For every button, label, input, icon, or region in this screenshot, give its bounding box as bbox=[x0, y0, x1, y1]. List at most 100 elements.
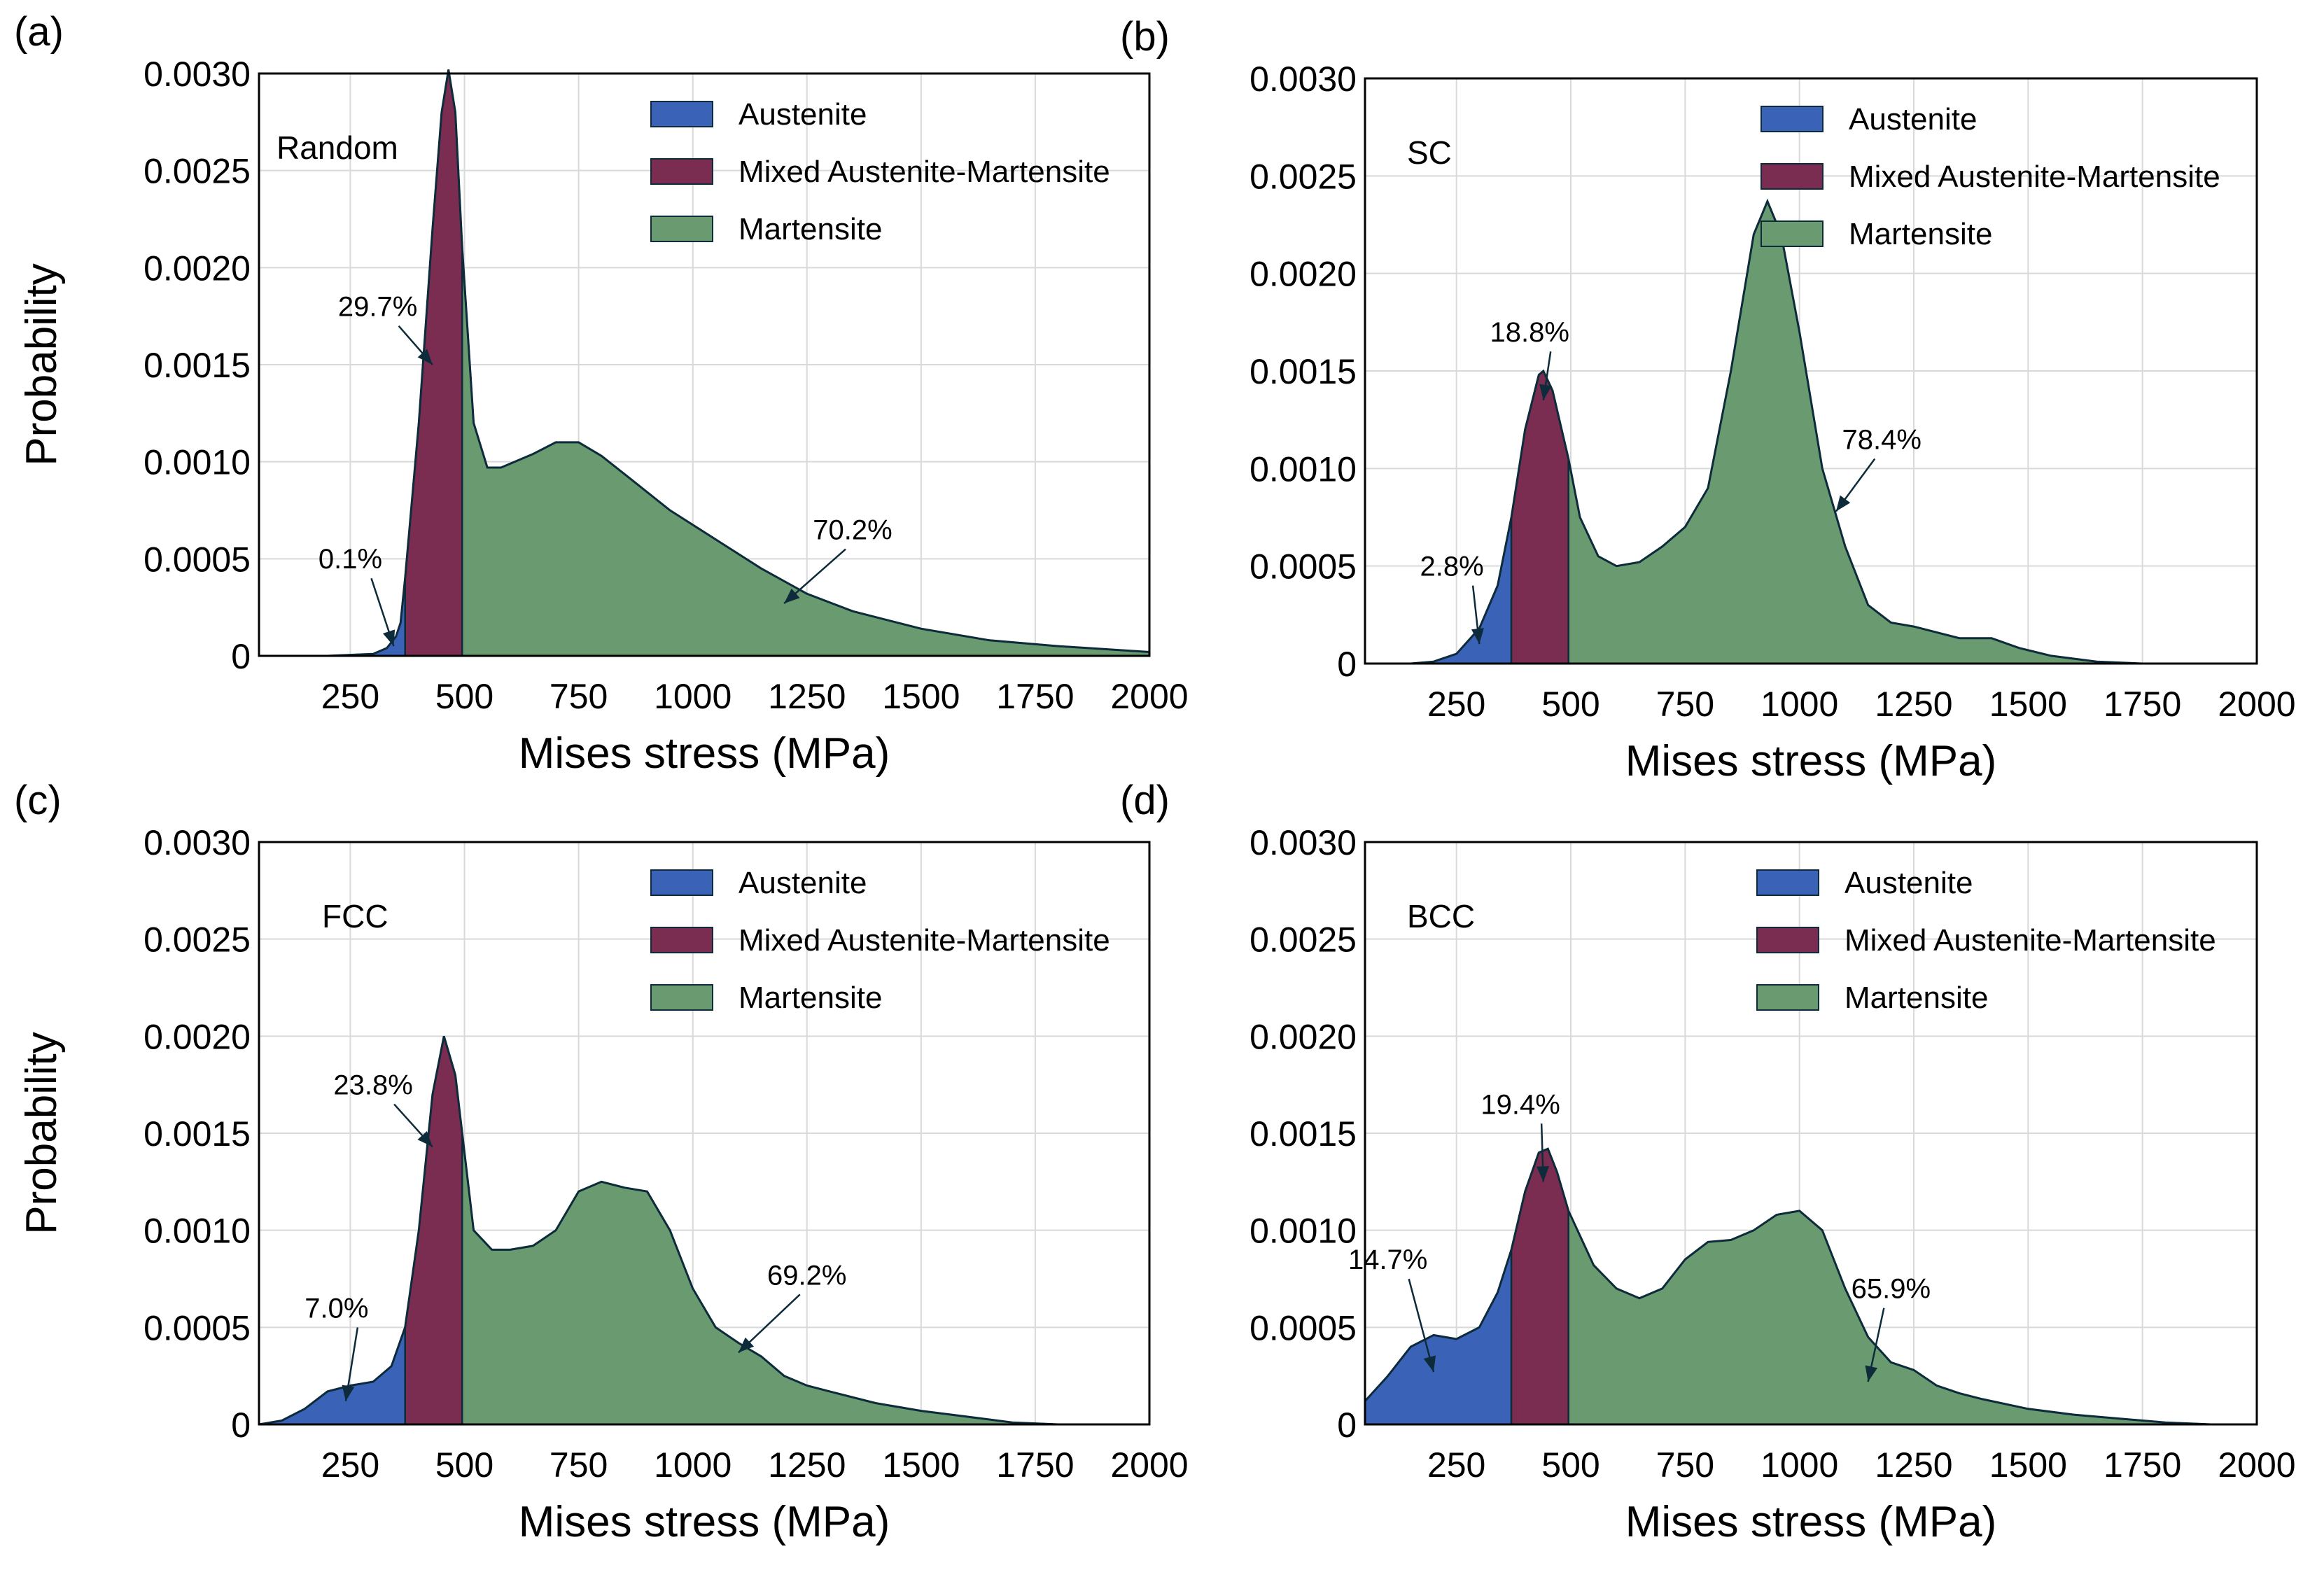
legend-swatch bbox=[1760, 106, 1823, 132]
annotation-label: 69.2% bbox=[767, 1260, 846, 1291]
x-axis-label: Mises stress (MPa) bbox=[519, 729, 890, 778]
x-tick-label: 1250 bbox=[1875, 685, 1952, 724]
annotation-arrow-head bbox=[1471, 628, 1484, 645]
y-tick-label: 0 bbox=[1337, 645, 1357, 684]
x-tick-label: 1750 bbox=[2104, 1445, 2181, 1485]
annotation-arrow-line bbox=[1408, 1278, 1435, 1373]
x-tick-label: 250 bbox=[1427, 1445, 1485, 1485]
legend-label: Austenite bbox=[738, 866, 867, 900]
panel-label: (d) bbox=[1120, 778, 1170, 823]
panel-1: 250 500 750 1000 1250 1500 1750 2000 0 0.0005 0.00… bbox=[1120, 14, 2296, 785]
distribution-curve bbox=[259, 69, 1150, 657]
annotation-arrow-head bbox=[738, 1337, 755, 1353]
panel-label: (a) bbox=[14, 9, 64, 55]
x-tick-label: 1750 bbox=[996, 1445, 1074, 1485]
x-tick-label: 500 bbox=[1541, 685, 1600, 724]
y-tick-label: 0.0030 bbox=[144, 823, 251, 862]
annotation-label: 7.0% bbox=[304, 1293, 368, 1324]
x-tick-label: 1000 bbox=[1760, 1445, 1838, 1485]
annotation-arrow-head bbox=[417, 1131, 433, 1147]
panel-label: (b) bbox=[1120, 14, 1170, 59]
x-tick-label: 750 bbox=[1656, 1445, 1714, 1485]
annotation-arrow-head bbox=[342, 1385, 355, 1401]
legend-label: Martensite bbox=[738, 981, 882, 1015]
x-tick-label: 750 bbox=[550, 677, 608, 716]
x-tick-label: 1250 bbox=[1875, 1445, 1952, 1485]
distribution-curve bbox=[1365, 198, 2257, 665]
plot-frame bbox=[1364, 77, 2258, 665]
legend-swatch bbox=[1756, 984, 1819, 1011]
legend-label: Austenite bbox=[1844, 866, 1973, 900]
y-tick-label: 0.0005 bbox=[144, 1308, 251, 1347]
x-tick-label: 1250 bbox=[768, 1445, 846, 1485]
plot-frame bbox=[258, 72, 1151, 657]
legend-swatch bbox=[1756, 869, 1819, 896]
legend-label: Mixed Austenite-Martensite bbox=[1849, 160, 2220, 194]
x-tick-label: 500 bbox=[435, 677, 493, 716]
x-tick-label: 750 bbox=[550, 1445, 608, 1485]
y-tick-label: 0.0020 bbox=[1250, 1017, 1357, 1056]
annotation-label: 23.8% bbox=[333, 1070, 412, 1101]
legend-label: Austenite bbox=[738, 97, 867, 132]
y-tick-label: 0.0020 bbox=[144, 1017, 251, 1056]
x-tick-label: 1500 bbox=[1989, 1445, 2067, 1485]
x-axis-label: Mises stress (MPa) bbox=[519, 1498, 890, 1546]
mixed-area bbox=[1510, 1147, 1569, 1426]
martensite-area bbox=[461, 248, 1151, 657]
y-axis-label: Probability bbox=[18, 263, 66, 465]
y-tick-label: 0.0005 bbox=[144, 540, 251, 579]
distribution-curve bbox=[1364, 1147, 2257, 1426]
y-tick-label: 0.0015 bbox=[1250, 1114, 1357, 1154]
annotation-label: 78.4% bbox=[1842, 424, 1921, 455]
legend-label: Martensite bbox=[1849, 217, 1992, 251]
annotation-label: 19.4% bbox=[1480, 1089, 1560, 1120]
x-tick-label: 250 bbox=[321, 1445, 379, 1485]
x-axis-label: Mises stress (MPa) bbox=[1625, 1498, 1996, 1546]
x-tick-label: 1500 bbox=[882, 1445, 960, 1485]
legend-label: Martensite bbox=[1844, 981, 1988, 1015]
legend-swatch bbox=[650, 927, 713, 953]
mixed-area bbox=[1510, 369, 1569, 665]
austenite-area bbox=[258, 1326, 406, 1426]
panel-2: 250 500 750 1000 1250 1500 1750 2000 0 0.0005 0.00… bbox=[14, 778, 1189, 1546]
plot-title: BCC bbox=[1407, 898, 1475, 934]
legend-swatch bbox=[650, 101, 713, 127]
x-tick-label: 250 bbox=[1427, 685, 1485, 724]
x-tick-label: 500 bbox=[1541, 1445, 1600, 1485]
legend-label: Mixed Austenite-Martensite bbox=[738, 155, 1110, 189]
x-tick-label: 2000 bbox=[2218, 1445, 2295, 1485]
x-tick-label: 1250 bbox=[768, 677, 846, 716]
panel-label: (c) bbox=[14, 778, 62, 823]
y-tick-label: 0.0025 bbox=[144, 920, 251, 960]
panel-0: 250 500 750 1000 1250 1500 1750 2000 0 0.0005 0.00… bbox=[14, 9, 1189, 778]
x-tick-label: 1750 bbox=[996, 677, 1074, 716]
x-tick-label: 2000 bbox=[2218, 685, 2295, 724]
legend-label: Martensite bbox=[738, 212, 882, 246]
plot-title: SC bbox=[1407, 134, 1452, 171]
y-tick-label: 0.0015 bbox=[144, 346, 251, 385]
legend-label: Mixed Austenite-Martensite bbox=[738, 923, 1110, 958]
y-axis-label: Probability bbox=[18, 1032, 66, 1234]
plot-frame bbox=[258, 841, 1151, 1426]
x-tick-label: 1000 bbox=[1760, 685, 1838, 724]
x-tick-label: 2000 bbox=[1110, 677, 1188, 716]
annotation-arrow-head bbox=[784, 588, 800, 604]
annotation-label: 70.2% bbox=[813, 515, 892, 546]
y-tick-label: 0.0015 bbox=[144, 1114, 251, 1154]
x-axis-label: Mises stress (MPa) bbox=[1625, 737, 1996, 785]
annotation-label: 14.7% bbox=[1348, 1245, 1427, 1275]
legend-swatch bbox=[1760, 163, 1823, 190]
annotation-label: 18.8% bbox=[1490, 317, 1569, 348]
y-tick-label: 0.0030 bbox=[1250, 59, 1357, 99]
annotation-arrow-head bbox=[1536, 1166, 1550, 1182]
martensite-area bbox=[1567, 1210, 2257, 1426]
plot-title: FCC bbox=[322, 898, 388, 934]
y-tick-label: 0.0010 bbox=[1250, 449, 1357, 489]
x-tick-label: 500 bbox=[435, 1445, 493, 1485]
legend-swatch bbox=[650, 158, 713, 185]
x-tick-label: 1500 bbox=[1989, 685, 2067, 724]
annotation-label: 0.1% bbox=[318, 544, 382, 575]
annotation-arrow-head bbox=[1835, 495, 1851, 512]
y-tick-label: 0.0025 bbox=[1250, 920, 1357, 960]
